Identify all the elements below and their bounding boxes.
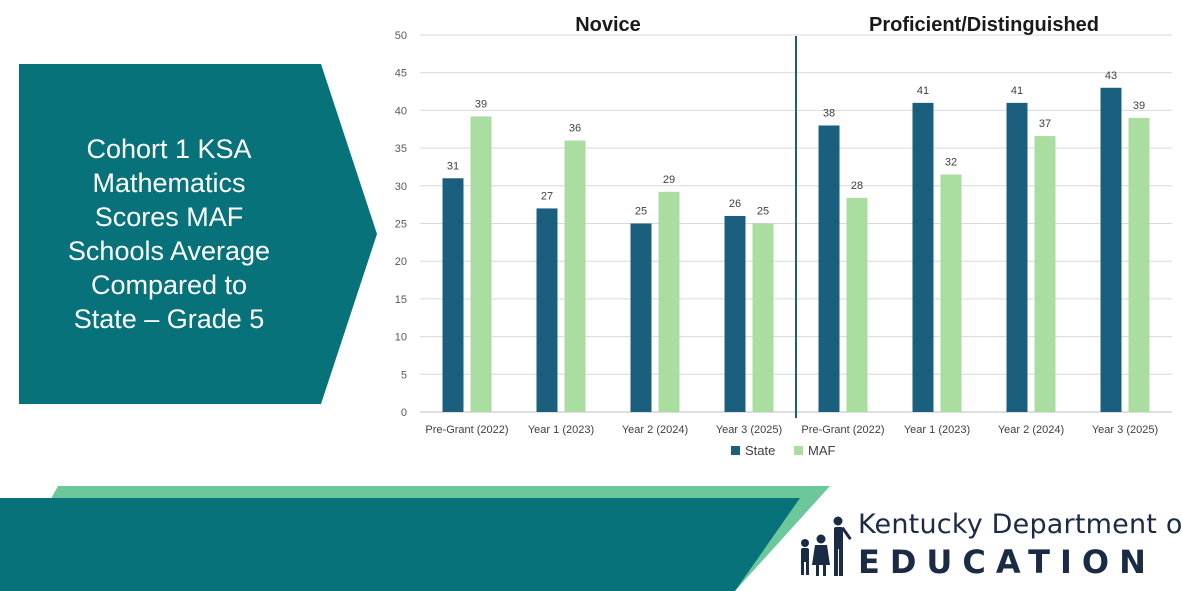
data-label: 36 [569,123,581,135]
x-tick-label: Year 1 (2023) [528,424,594,436]
data-label: 39 [1133,100,1145,112]
data-label: 41 [1011,85,1023,97]
data-label: 31 [447,160,459,172]
y-tick-label: 10 [395,332,407,344]
bar-maf [1034,136,1056,412]
x-tick-label: Pre-Grant (2022) [425,424,508,436]
legend-swatch-maf [794,446,803,455]
x-tick-label: Year 2 (2024) [622,424,688,436]
y-tick-label: 5 [401,369,407,381]
bar-maf [564,140,586,412]
data-label: 27 [541,190,553,202]
data-label: 32 [945,156,957,168]
bar-state [1006,102,1028,413]
data-label: 39 [475,98,487,110]
bar-state [630,223,652,412]
x-tick-label: Year 3 (2025) [716,424,782,436]
y-tick-label: 50 [395,30,407,42]
data-label: 25 [757,206,769,218]
bar-maf [846,197,868,412]
y-tick-label: 25 [395,219,407,231]
group-title: Novice [575,14,641,36]
data-label: 38 [823,107,835,119]
y-tick-label: 15 [395,294,407,306]
data-label: 41 [917,85,929,97]
bar-state [442,178,464,412]
data-label: 28 [851,180,863,192]
legend-label: MAF [808,443,836,458]
data-label: 25 [635,206,647,218]
y-tick-label: 40 [395,105,407,117]
footer-dark-stripe [0,498,800,591]
bar-maf [470,116,492,412]
data-label: 26 [729,198,741,210]
bar-maf [752,223,774,412]
bar-maf [1128,117,1150,412]
y-tick-label: 20 [395,256,407,268]
banner-arrow-shape [19,64,377,404]
slide-title: Cohort 1 KSA Mathematics Scores MAF Scho… [67,134,271,334]
bar-state [912,102,934,413]
bar-state [724,215,746,412]
kde-logo: Kentucky Department of EDUCATION [790,505,1182,585]
data-label: 43 [1105,70,1117,82]
bar-state [818,125,840,412]
x-tick-label: Year 1 (2023) [904,424,970,436]
grouped-bar-chart: 0 5 10 15 20 25 30 35 40 45 50 Novice 31 39 Pre-Grant … [395,14,1172,458]
data-label: 29 [663,174,675,186]
title-banner: Cohort 1 KSA Mathematics Scores MAF Scho… [19,64,377,404]
x-tick-label: Year 2 (2024) [998,424,1064,436]
y-tick-label: 35 [395,143,407,155]
x-tick-label: Pre-Grant (2022) [801,424,884,436]
y-tick-label: 0 [401,407,407,419]
group-title: Proficient/Distinguished [869,14,1099,36]
logo-line-1: Kentucky Department of [858,509,1182,540]
y-tick-label: 30 [395,181,407,193]
bar-maf [658,191,680,412]
children-silhouette-icon [801,516,852,576]
footer-band [0,486,830,591]
data-label: 37 [1039,118,1051,130]
legend-label: State [745,443,775,458]
x-tick-label: Year 3 (2025) [1092,424,1158,436]
bar-maf [940,174,962,412]
legend-swatch-state [731,446,740,455]
bar-state [1100,87,1122,412]
y-tick-label: 45 [395,68,407,80]
bar-state [536,208,558,412]
logo-line-2: EDUCATION [858,543,1156,581]
